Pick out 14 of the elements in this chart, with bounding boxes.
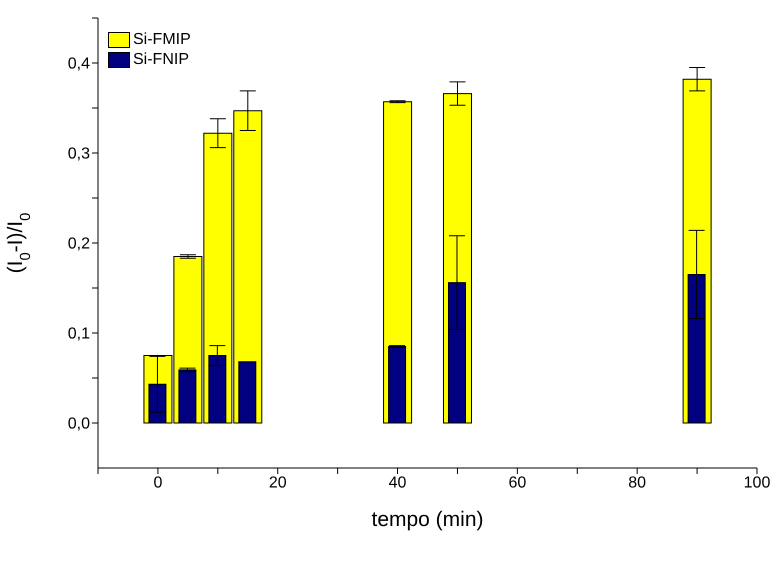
x-tick-label: 0 [153,474,162,492]
x-axis-title: tempo (min) [371,508,484,531]
x-tick-label: 80 [628,474,646,492]
x-tick-label: 20 [268,474,287,492]
y-tick-label: 0,4 [68,56,90,73]
x-tick-label: 100 [744,474,770,492]
legend-label: Si-FMIP [133,31,191,49]
y-tick-label: 0,1 [68,326,90,343]
legend-label: Si-FNIP [133,51,189,69]
y-tick-label: 0,3 [68,146,90,163]
y-tick-label: 0,2 [68,236,90,253]
x-tick-label: 40 [388,474,407,492]
y-tick-label: 0,0 [68,416,90,433]
x-tick-label: 60 [508,474,526,492]
